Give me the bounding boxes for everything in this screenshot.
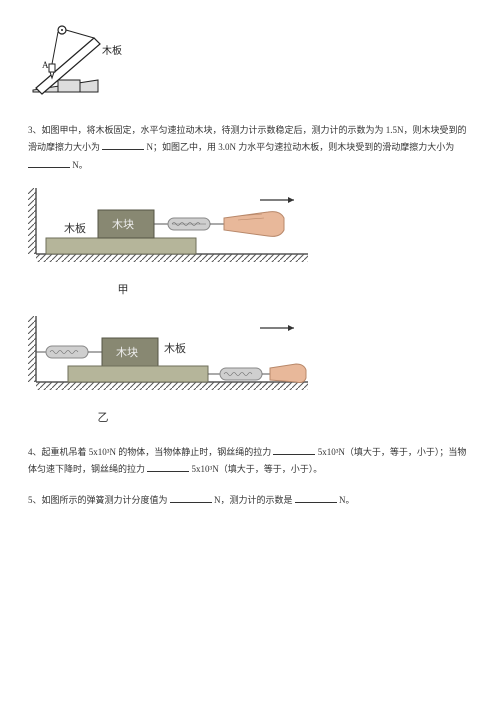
fig3b-board-label: 木板: [164, 341, 186, 355]
figure-3a: 木板 木块 甲: [28, 188, 472, 300]
q5-text-a: 5、如图所示的弹簧测力计分度值为: [28, 495, 168, 505]
q4-blank-2: [147, 462, 189, 472]
q5-blank-1: [170, 493, 212, 503]
label-A: A: [42, 60, 49, 70]
fig3b-caption: 乙: [28, 410, 178, 428]
q5-text-b: N，测力计的示数是: [214, 495, 293, 505]
incline-svg: A 木板: [28, 20, 138, 100]
q3-blank-1: [102, 140, 144, 150]
fig3a-board-label: 木板: [64, 221, 86, 235]
question-5: 5、如图所示的弹簧测力计分度值为 N，测力计的示数是 N。: [28, 492, 472, 509]
q5-blank-2: [295, 493, 337, 503]
question-4: 4、起重机吊着 5x10³N 的物体，当物体静止时，钢丝绳的拉力 5x10³N（…: [28, 444, 472, 478]
figure-incline: A 木板: [28, 20, 472, 104]
q5-text-c: N。: [339, 495, 355, 505]
q3-text-b: N；如图乙中，用 3.0N 力水平匀速拉动木板，则木块受到的滑动摩擦力大小为: [147, 142, 455, 152]
figure-3b: 木块 木板 乙: [28, 316, 472, 428]
fig3b-block-label: 木块: [116, 346, 138, 359]
fig3b-svg: 木块 木板: [28, 316, 308, 404]
question-3: 3、如图甲中，将木板固定，水平匀速拉动木块，待测力计示数稳定后，测力计的示数为为…: [28, 122, 472, 173]
q4-text-c: 5x10³N（填大于，等于，小于）。: [192, 464, 323, 474]
q4-blank-1: [273, 445, 315, 455]
label-muban-top: 木板: [102, 44, 122, 57]
q3-text-c: N。: [72, 160, 88, 170]
q3-blank-2: [28, 158, 70, 168]
fig3a-svg: 木板 木块: [28, 188, 308, 276]
fig3a-block-label: 木块: [112, 218, 134, 231]
fig3a-caption: 甲: [28, 282, 218, 300]
q4-text-a: 4、起重机吊着 5x10³N 的物体，当物体静止时，钢丝绳的拉力: [28, 447, 271, 457]
